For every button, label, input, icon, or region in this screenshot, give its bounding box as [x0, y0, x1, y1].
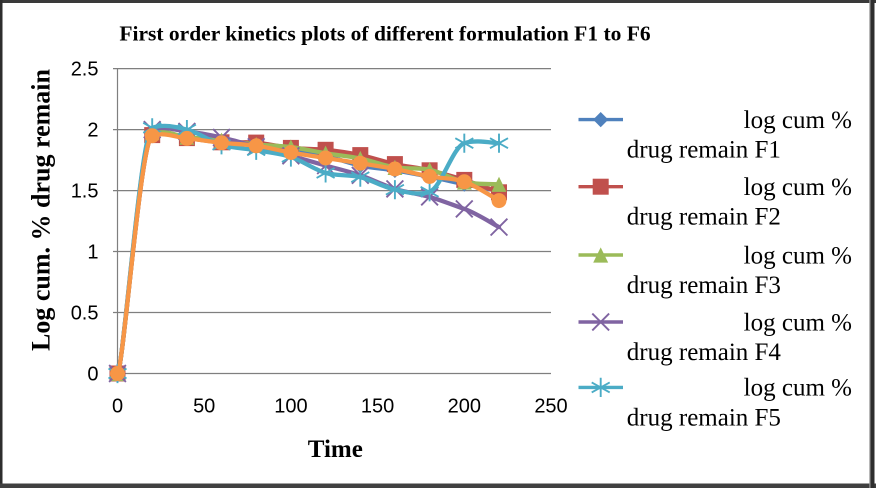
svg-text:50: 50	[193, 395, 215, 417]
svg-text:1.5: 1.5	[71, 181, 99, 203]
svg-text:drug remain F3: drug remain F3	[627, 272, 781, 299]
svg-text:2: 2	[87, 120, 98, 142]
svg-text:0: 0	[87, 364, 98, 386]
svg-text:100: 100	[274, 395, 307, 417]
svg-text:log cum %: log cum %	[744, 242, 852, 269]
svg-text:150: 150	[361, 395, 394, 417]
svg-text:Time: Time	[308, 436, 363, 463]
svg-text:0.5: 0.5	[71, 303, 99, 325]
svg-text:1: 1	[87, 242, 98, 264]
svg-text:log cum %: log cum %	[744, 375, 852, 402]
svg-text:drug remain F1: drug remain F1	[627, 137, 781, 164]
svg-text:log cum %: log cum %	[744, 309, 852, 336]
svg-text:drug remain F4: drug remain F4	[627, 339, 782, 366]
svg-text:First order kinetics plots of: First order kinetics plots of different …	[119, 22, 651, 46]
svg-text:log cum %: log cum %	[744, 174, 852, 201]
svg-text:200: 200	[448, 395, 481, 417]
svg-text:2.5: 2.5	[71, 59, 99, 81]
svg-text:250: 250	[534, 395, 567, 417]
svg-text:Log cum. % drug remain: Log cum. % drug remain	[27, 69, 56, 351]
svg-text:drug remain F2: drug remain F2	[627, 204, 781, 231]
svg-text:drug remain F5: drug remain F5	[627, 404, 781, 431]
svg-text:0: 0	[112, 395, 123, 417]
svg-text:log cum %: log cum %	[744, 107, 852, 134]
